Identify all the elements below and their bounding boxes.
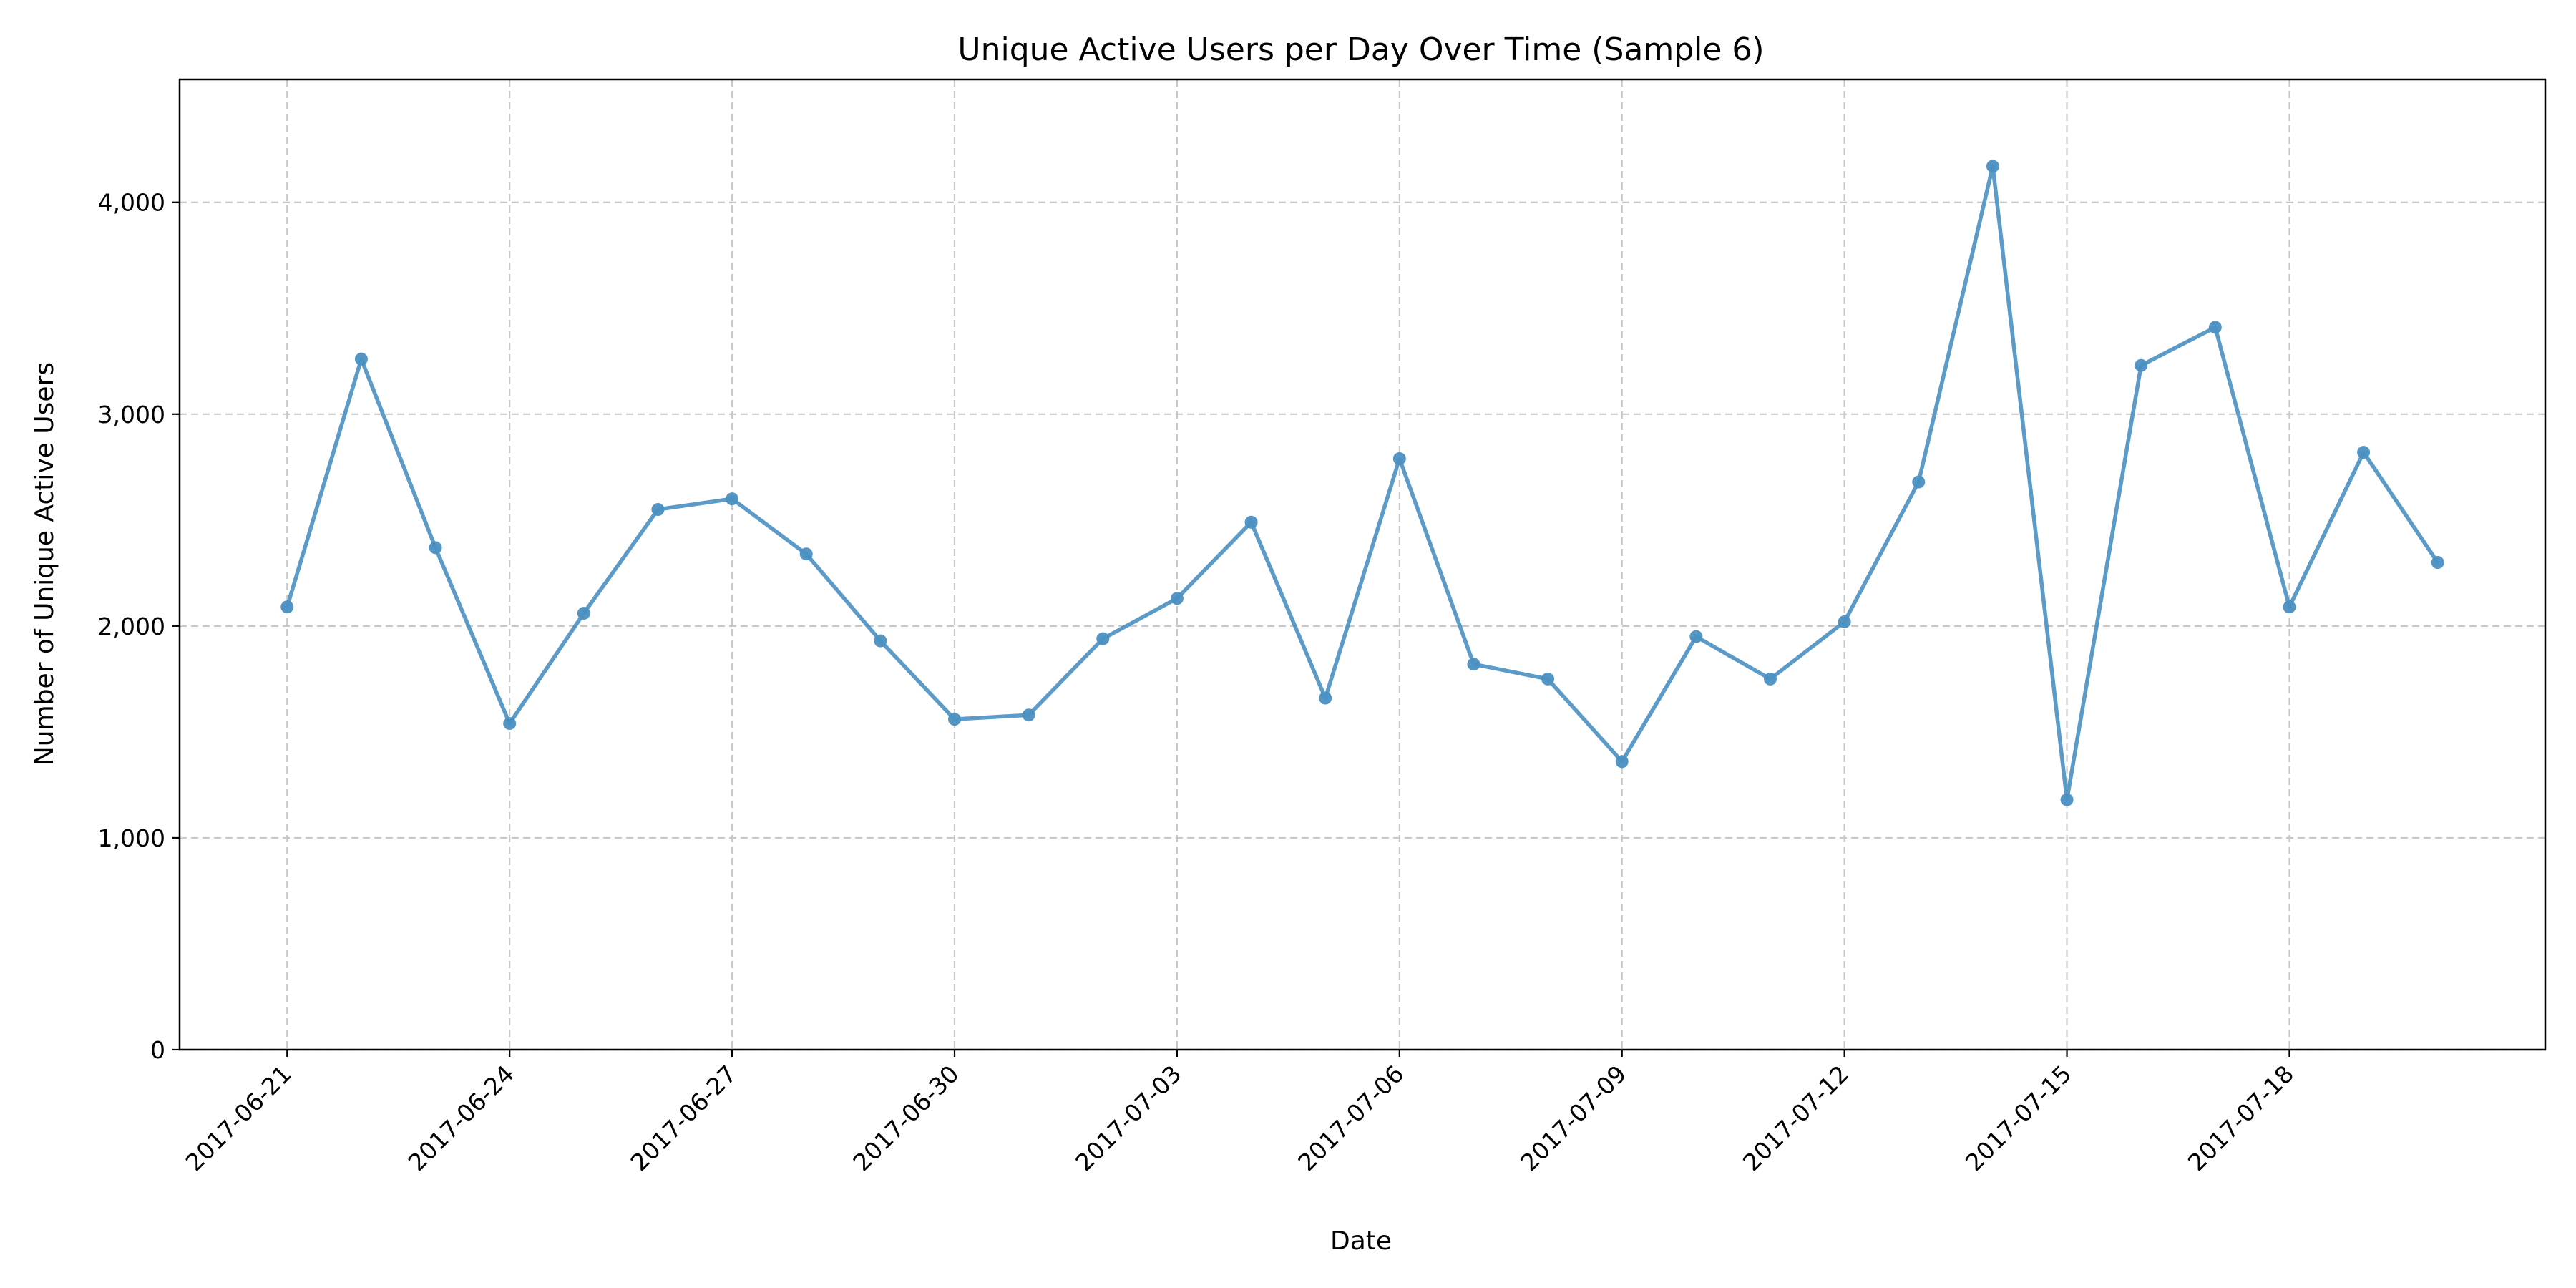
y-axis-label: Number of Unique Active Users: [30, 362, 59, 766]
data-point: [1096, 632, 1110, 645]
data-point: [1838, 615, 1851, 628]
data-point: [1467, 658, 1480, 671]
data-point: [799, 547, 813, 561]
data-point: [726, 492, 739, 506]
series-line: [285, 164, 2440, 802]
data-point: [2283, 600, 2296, 614]
x-tick-label: 2017-07-03: [1070, 1060, 1186, 1176]
x-tick-label: 2017-07-12: [1737, 1060, 1854, 1176]
y-tick-label: 4,000: [98, 189, 165, 217]
data-point: [1022, 708, 1035, 722]
x-axis-label: Date: [1330, 1226, 1392, 1256]
data-point: [2135, 358, 2148, 372]
x-tick-label: 2017-06-24: [403, 1060, 519, 1176]
data-point: [948, 713, 961, 726]
data-point: [1319, 691, 1332, 705]
data-point: [354, 352, 368, 366]
x-tick-label: 2017-07-06: [1292, 1060, 1409, 1176]
x-tick-label: 2017-07-09: [1515, 1060, 1631, 1176]
x-tick-label: 2017-06-27: [625, 1060, 742, 1176]
y-tick-label: 2,000: [98, 613, 165, 640]
data-point: [1986, 160, 1999, 173]
data-point: [280, 600, 294, 614]
series-layer: [280, 160, 2444, 806]
y-tick-label: 1,000: [98, 824, 165, 852]
data-point: [577, 607, 590, 620]
data-point: [2431, 556, 2444, 570]
x-tick-label: 2017-07-18: [2182, 1060, 2299, 1176]
plot-frame: [178, 78, 2547, 1051]
data-point: [1170, 592, 1184, 605]
data-point: [874, 634, 887, 648]
data-point: [1615, 755, 1629, 769]
data-point: [2208, 321, 2222, 334]
y-tick-label: 0: [150, 1036, 165, 1064]
data-point: [2357, 446, 2371, 459]
data-point: [651, 503, 665, 517]
data-point: [1689, 630, 1703, 643]
grid: [180, 79, 2545, 1051]
data-point: [1244, 515, 1258, 529]
data-point: [503, 717, 517, 731]
data-point: [1764, 672, 1777, 686]
chart-title: Unique Active Users per Day Over Time (S…: [957, 31, 1764, 68]
data-point: [1392, 452, 1406, 465]
data-point: [2060, 793, 2074, 806]
x-tick-label: 2017-06-30: [847, 1060, 964, 1176]
data-point: [1912, 475, 1926, 489]
y-tick-label: 3,000: [98, 401, 165, 429]
x-tick-label: 2017-07-15: [1960, 1060, 2077, 1176]
data-point: [1541, 672, 1555, 686]
ticks: 0 1,000 2,000 3,000 4,000 2017-06-21 2017-06-2…: [98, 189, 2300, 1177]
x-tick-label: 2017-06-21: [180, 1060, 297, 1176]
data-point: [429, 541, 442, 555]
